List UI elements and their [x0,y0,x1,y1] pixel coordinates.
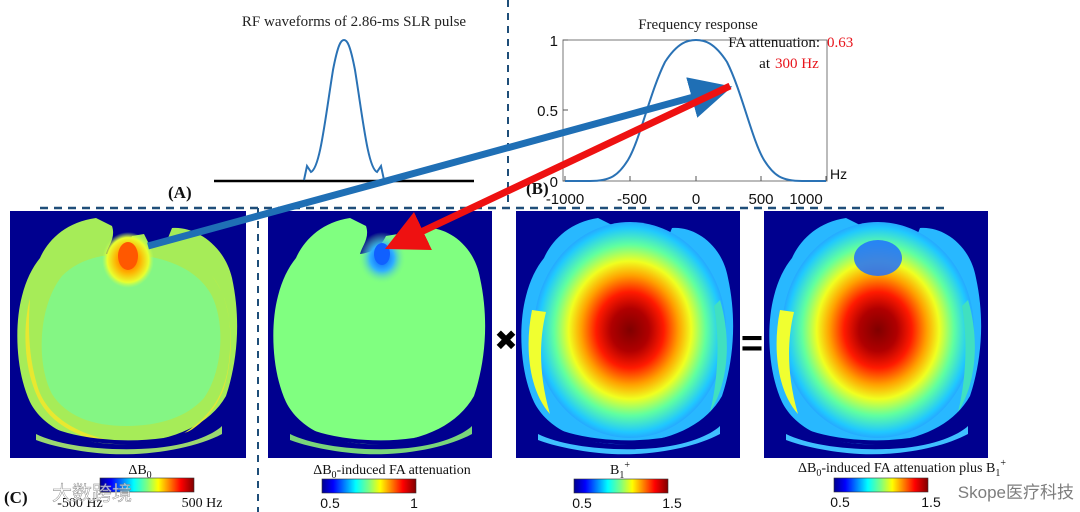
caption-delta-b0-main: ΔB [128,463,146,478]
panel-b-title: Frequency response [638,17,758,33]
colorbar-b1-min: 0.5 [572,495,592,511]
panel-b-label: (B) [526,179,549,198]
caption-b1-sub: 1 [619,470,624,481]
freq-y-tick-0-5: 0.5 [537,103,558,120]
map-combined [764,211,988,458]
panel-a-title: RF waveforms of 2.86-ms SLR pulse [242,14,467,30]
freq-response-curve [565,38,826,182]
freq-x-unit: Hz [830,166,847,182]
rf-waveform [303,38,385,181]
red-arrow [385,82,732,251]
caption-fa-sub: 0 [332,470,337,481]
caption-b1-main: B [610,463,619,478]
caption-fa-attenuation: ΔB0-induced FA attenuation [313,463,471,481]
caption-combined: ΔB0-induced FA attenuation plus B1+ [798,458,1006,479]
freq-x-tick-1000: 1000 [789,191,822,208]
caption-combined-main: ΔB [798,461,816,476]
freq-x-tick-0: 0 [692,191,700,208]
map-fa-attenuation [268,211,492,458]
panel-c-label: (C) [4,488,28,507]
fa-attenuation-value: 0.63 [827,35,853,51]
equals-operator: = [741,323,763,365]
freq-x-tick-minus-500: -500 [617,191,647,208]
colorbar-delta-b0-max: 500 Hz [182,496,223,511]
caption-combined-rest: -induced FA attenuation plus B [821,461,995,476]
caption-fa-main: ΔB [313,463,331,478]
fa-at-label: at [759,56,771,72]
colorbar-combined [833,477,929,493]
caption-b1-plus: B1+ [610,460,630,481]
colorbar-combined-max: 1.5 [921,494,941,510]
colorbar-fa [321,478,417,494]
caption-combined-sub: 0 [816,468,821,479]
fa-annotation-line1: FA attenuation: [728,35,820,51]
colorbar-fa-max: 1 [410,495,418,511]
watermark-right: Skope医疗科技 [958,483,1074,502]
colorbar-b1 [573,478,669,494]
caption-fa-rest: -induced FA attenuation [337,463,471,478]
map-b1-plus [516,211,740,458]
freq-x-tick-minus-1000: -1000 [546,191,584,208]
fa-attenuation-label: FA attenuation: [728,35,820,51]
colorbar-combined-min: 0.5 [830,494,850,510]
fa-at-value: 300 Hz [775,56,819,72]
caption-combined-sub2: 1 [995,468,1000,479]
caption-combined-sup: + [1000,458,1006,469]
blue-arrow [147,77,733,250]
colorbar-b1-max: 1.5 [662,495,682,511]
caption-b1-sup: + [624,460,630,471]
panel-a-label: (A) [168,183,192,202]
map-delta-b0 [10,211,246,458]
times-operator: ✖ [494,325,517,356]
caption-delta-b0-sub: 0 [147,470,152,481]
colorbar-fa-min: 0.5 [320,495,340,511]
colorbar-delta-b0 [99,477,195,493]
freq-y-tick-1: 1 [550,33,558,50]
colorbar-delta-b0-min: -500 Hz [57,496,103,511]
freq-y-tick-0: 0 [550,174,558,191]
freq-x-tick-500: 500 [748,191,773,208]
caption-delta-b0: ΔB0 [128,463,151,481]
watermark-left: 大数跨境 [52,482,132,505]
